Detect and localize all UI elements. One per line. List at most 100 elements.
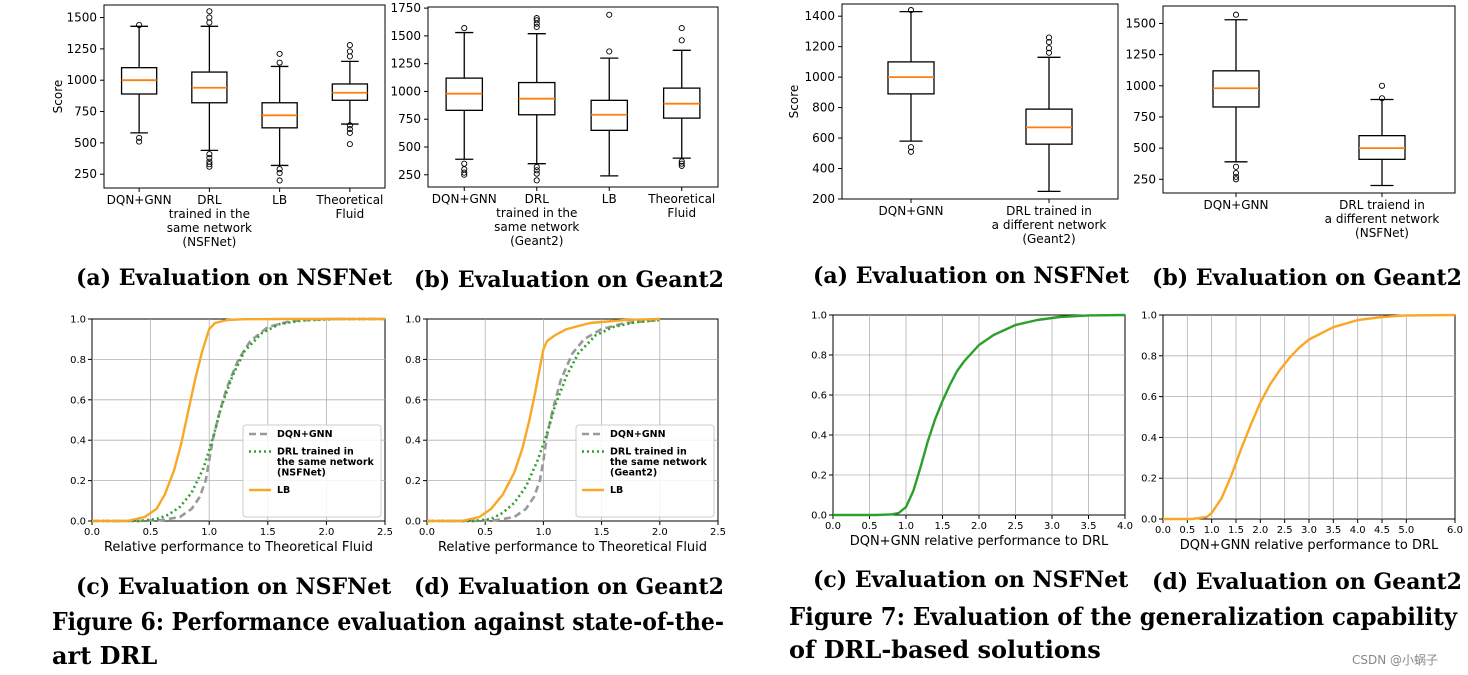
y-tick-label: 400 <box>812 162 835 176</box>
y-tick-label: 0.0 <box>70 517 86 528</box>
legend-label: LB <box>610 485 623 496</box>
x-tick-label: (Geant2) <box>1022 232 1075 246</box>
caption-fig6d: (d) Evaluation on Geant2 <box>414 574 724 600</box>
x-tick-label: a different network <box>1325 212 1440 226</box>
caption-fig6b: (b) Evaluation on Geant2 <box>414 267 724 293</box>
y-tick-label: 0.4 <box>811 431 827 442</box>
x-tick-label: trained in the <box>169 207 250 221</box>
x-axis-label: DQN+GNN relative performance to DRL <box>1180 538 1439 553</box>
x-tick-label: (Geant2) <box>510 234 563 248</box>
y-axis-label: Score <box>787 85 801 119</box>
flier-point <box>678 37 685 44</box>
flier-point <box>1232 170 1240 177</box>
flier-point <box>206 154 213 161</box>
y-tick-label: 0.0 <box>405 517 421 528</box>
x-tick-label: DRL <box>525 192 550 206</box>
caption-fig7c: (c) Evaluation on NSFNet <box>813 567 1129 593</box>
legend-box <box>242 424 382 518</box>
y-tick-label: 0.4 <box>70 436 86 447</box>
series-line-2 <box>92 317 385 523</box>
flier-point <box>1045 45 1053 52</box>
x-tick-label: (NSFNet) <box>182 235 236 249</box>
y-tick-label: 1.0 <box>405 315 421 326</box>
flier-point <box>533 163 540 171</box>
box-2 <box>261 50 298 184</box>
y-tick-label: 1500 <box>390 29 421 43</box>
series-line-0 <box>92 317 385 523</box>
y-tick-label: 1.0 <box>70 315 86 326</box>
y-tick-label: 0.8 <box>811 351 827 362</box>
plot-area <box>1162 5 1456 194</box>
series-line-1 <box>92 317 385 523</box>
y-tick-label: 0.2 <box>70 476 86 487</box>
y-tick-label: 1000 <box>66 73 97 87</box>
flier-point <box>346 42 353 49</box>
x-tick-label: DQN+GNN <box>432 192 497 206</box>
y-tick-label: 750 <box>398 112 421 126</box>
flier-point <box>533 170 540 177</box>
y-tick-label: 1250 <box>66 42 97 56</box>
legend-label: the same network <box>277 457 375 468</box>
x-tick-label: 2.0 <box>971 521 987 532</box>
x-tick-label: DQN+GNN <box>1204 198 1269 212</box>
x-tick-label: 1.0 <box>1204 525 1220 536</box>
x-tick-label: 4.0 <box>1350 525 1366 536</box>
box-3 <box>662 25 701 169</box>
y-tick-label: 1000 <box>804 70 835 84</box>
x-tick-label: DQN+GNN <box>879 204 944 218</box>
flier-point <box>136 134 143 141</box>
box-1 <box>1025 34 1073 193</box>
x-tick-label: a different network <box>992 218 1107 232</box>
legend-box <box>575 424 715 518</box>
y-tick-label: 0.6 <box>70 395 86 406</box>
y-tick-label: 1400 <box>804 9 835 23</box>
figure6-caption-line2: art DRL <box>52 641 157 670</box>
flier-point <box>346 126 353 133</box>
x-tick-label: 2.0 <box>1252 525 1268 536</box>
x-tick-label: DRL <box>197 193 222 207</box>
y-tick-label: 0.2 <box>405 476 421 487</box>
x-tick-label: same network <box>494 220 579 234</box>
flier-point <box>276 177 283 184</box>
y-tick-label: 0.0 <box>1141 515 1157 526</box>
legend-label: DQN+GNN <box>277 429 333 440</box>
x-tick-label: Theoretical <box>647 192 715 206</box>
chart-f7a: 200 400 600 800 1000 1200 1400 Score DQN+GNN DRL … <box>787 3 1119 246</box>
legend-label: (NSFNet) <box>277 468 326 479</box>
box-0 <box>445 25 484 178</box>
legend-label: DQN+GNN <box>610 429 666 440</box>
chart-f6d: 0.0 0.5 1.0 1.5 2.0 2.5 0.0 0.2 0.4 0.6 0.8 1.0 Rela… <box>405 315 726 556</box>
flier-point <box>533 177 540 184</box>
box-1 <box>1358 82 1406 187</box>
flier-point <box>461 25 468 32</box>
flier-point <box>1045 34 1053 41</box>
flier-point <box>678 158 685 165</box>
x-tick-label: 0.5 <box>143 527 159 538</box>
flier-point <box>533 23 540 31</box>
x-tick-label: 1.0 <box>898 521 914 532</box>
y-tick-label: 1000 <box>1125 79 1156 93</box>
figure7-caption-line2: of DRL-based solutions <box>789 635 1101 664</box>
flier-point <box>276 169 283 177</box>
box-2 <box>590 11 629 177</box>
box-1 <box>517 15 556 184</box>
y-tick-label: 0.6 <box>1141 392 1157 403</box>
flier-point <box>907 148 915 155</box>
x-tick-label: DRL trained in <box>1006 204 1092 218</box>
caption-fig6a: (a) Evaluation on NSFNet <box>76 265 393 291</box>
flier-point <box>533 17 540 24</box>
flier-point <box>206 158 213 165</box>
y-tick-label: 0.2 <box>1141 474 1157 485</box>
flier-point <box>1045 49 1053 56</box>
flier-point <box>206 161 213 168</box>
x-tick-label: 0.0 <box>419 527 435 538</box>
x-tick-label: 3.5 <box>1325 525 1341 536</box>
flier-point <box>206 14 213 21</box>
series-line-1 <box>427 318 660 523</box>
flier-point <box>606 48 613 55</box>
x-tick-label: 6.0 <box>1447 525 1463 536</box>
y-tick-label: 1500 <box>66 11 97 25</box>
chart-f7c: 0.0 0.5 1.0 1.5 2.0 2.5 3.0 3.5 4.0 0.0 0.2 0.4 0.6 0… <box>811 311 1133 550</box>
series-line-0 <box>427 318 660 523</box>
